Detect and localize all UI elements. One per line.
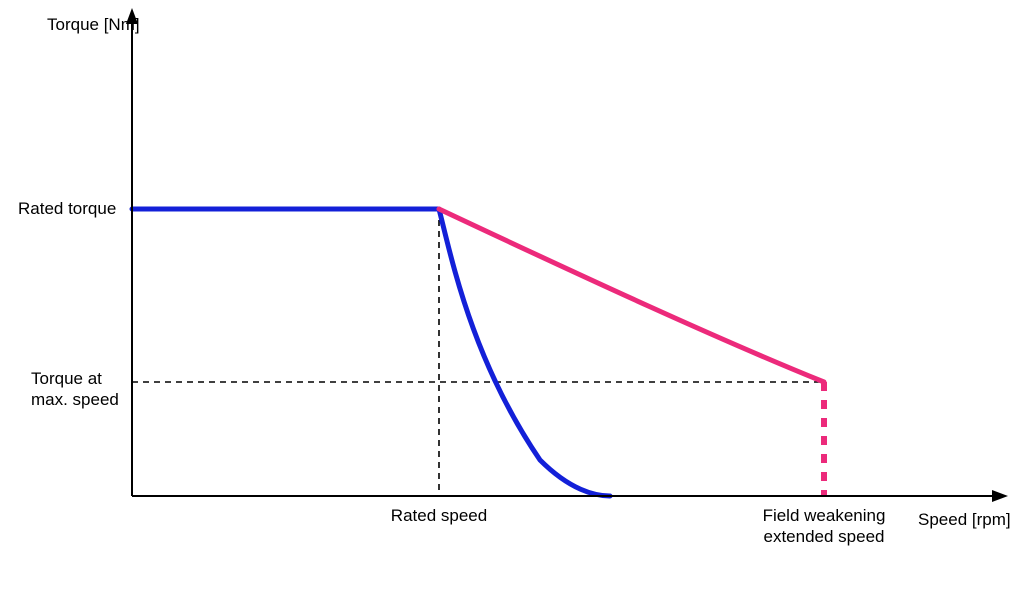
x-axis-label: Speed [rpm] [918,510,1011,529]
torque-at-max-speed-label-line2: max. speed [31,390,119,409]
chart-background [0,0,1024,591]
rated-torque-label: Rated torque [18,199,116,218]
torque-speed-chart: Torque [Nm] Speed [rpm] Rated torque Tor… [0,0,1024,591]
rated-speed-label: Rated speed [391,506,487,525]
y-axis-label: Torque [Nm] [47,15,140,34]
field-weakening-label-line2: extended speed [764,527,885,546]
field-weakening-label-line1: Field weakening [763,506,886,525]
torque-at-max-speed-label-line1: Torque at [31,369,102,388]
